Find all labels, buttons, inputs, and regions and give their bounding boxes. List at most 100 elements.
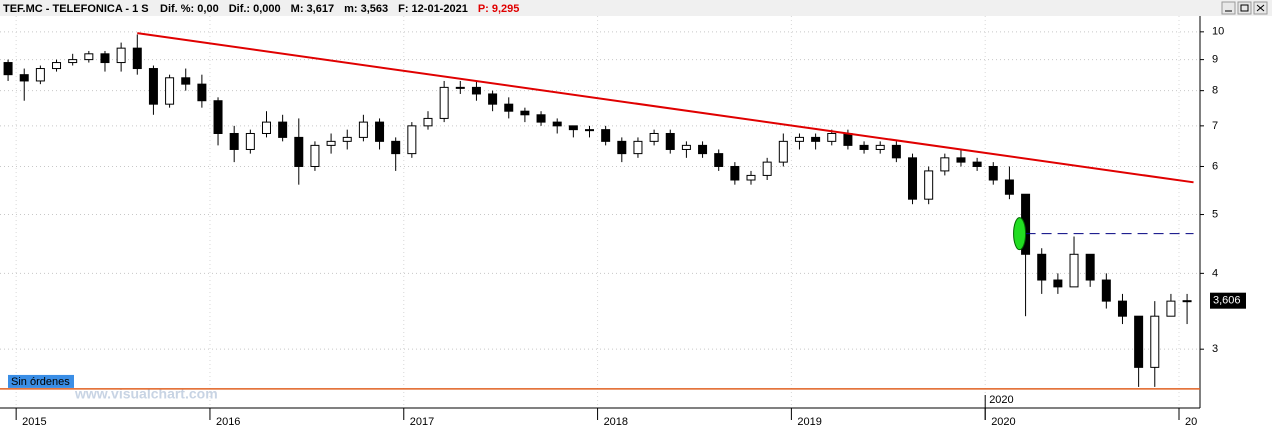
candle-body: [794, 136, 804, 142]
window-buttons[interactable]: [1221, 1, 1268, 15]
candle-body: [197, 83, 207, 102]
candle-body: [165, 77, 175, 105]
candle-body: [407, 125, 417, 155]
header-field: Dif.: 0,000: [229, 3, 281, 15]
candle-body: [940, 157, 950, 172]
candle-body: [213, 100, 223, 134]
candle-body: [520, 110, 530, 116]
candle-body: [601, 129, 611, 142]
candle-body: [358, 121, 368, 138]
x-tick-label: 20: [1185, 416, 1197, 428]
candle-body: [956, 157, 966, 163]
x-tick-label: 2017: [410, 416, 434, 428]
candle-body: [278, 121, 288, 138]
header-highlight: P: 9,295: [478, 3, 520, 15]
order-label-box: [8, 374, 74, 388]
candle-body: [908, 157, 918, 200]
candle-body: [811, 136, 821, 142]
candle-body: [924, 170, 934, 200]
candle-body: [1004, 179, 1014, 195]
candle-body: [843, 132, 853, 146]
y-tick-label: 7: [1212, 120, 1218, 132]
candle-body: [1053, 279, 1063, 288]
candle-body: [375, 121, 385, 142]
candle-body: [633, 140, 643, 155]
header-field: M: 3,617: [291, 3, 334, 15]
candle-body: [617, 140, 627, 155]
candle-body: [132, 47, 142, 70]
candle-body: [681, 144, 691, 150]
candle-body: [730, 165, 740, 181]
x-tick-label: 2016: [216, 416, 240, 428]
candle-body: [875, 144, 885, 150]
candle-body: [649, 132, 659, 142]
candle-body: [1150, 315, 1160, 368]
candle-body: [859, 144, 869, 150]
candle-body: [3, 62, 13, 76]
x-tick-label: 2018: [604, 416, 628, 428]
candle-body: [585, 129, 595, 132]
candle-body: [1069, 253, 1079, 288]
candle-body: [1134, 315, 1144, 368]
candle-body: [665, 132, 675, 150]
candle-body: [1037, 253, 1047, 281]
watermark: www.visualchart.com: [74, 386, 218, 402]
chart-title: TEF.MC - TELEFONICA - 1 S: [3, 3, 149, 15]
x-marker-label: 2020: [989, 394, 1013, 406]
candle-body: [19, 74, 29, 82]
candle-body: [310, 144, 320, 167]
candle-body: [536, 114, 546, 123]
candle-body: [342, 136, 352, 142]
candle-body: [714, 153, 724, 167]
candle-body: [261, 121, 271, 134]
candle-body: [84, 53, 94, 61]
candle-body: [439, 86, 449, 119]
candle-body: [1085, 253, 1095, 281]
header-field: F: 12-01-2021: [398, 3, 468, 15]
y-tick-label: 9: [1212, 54, 1218, 66]
title-bar: [0, 0, 1272, 16]
candle-body: [294, 136, 304, 167]
candle-body: [972, 161, 982, 167]
y-tick-label: 6: [1212, 160, 1218, 172]
candle-body: [35, 68, 45, 82]
y-tick-label: 3: [1212, 343, 1218, 355]
y-tick-label: 5: [1212, 208, 1218, 220]
candle-body: [391, 140, 401, 155]
candle-body: [1166, 300, 1176, 317]
candle-body: [488, 93, 498, 105]
candle-body: [181, 77, 191, 85]
y-tick-label: 4: [1212, 267, 1218, 279]
last-price-box: [1210, 292, 1246, 309]
header-field: Dif. %: 0,00: [160, 3, 219, 15]
candle-body: [1117, 300, 1127, 317]
candle-body: [552, 121, 562, 127]
candle-body: [245, 132, 255, 150]
x-tick-label: 2015: [22, 416, 46, 428]
candle-body: [326, 140, 336, 146]
candle-body: [504, 103, 514, 112]
candle-body: [148, 68, 158, 105]
candle-body: [116, 47, 126, 64]
trendline: [137, 32, 1194, 184]
candle-body: [1101, 279, 1111, 302]
candle-body: [68, 59, 78, 64]
candle-body: [698, 144, 708, 155]
candle-body: [455, 86, 465, 89]
header-field: m: 3,563: [344, 3, 388, 15]
y-tick-label: 8: [1212, 85, 1218, 97]
signal-marker: [1013, 217, 1027, 251]
candle-body: [471, 86, 481, 95]
order-label: Sin órdenes: [11, 376, 70, 388]
x-tick-label: 2020: [991, 416, 1015, 428]
candle-body: [1182, 300, 1192, 303]
candle-body: [229, 132, 239, 150]
last-price-label: 3,606: [1213, 295, 1241, 307]
x-tick-label: 2019: [797, 416, 821, 428]
candle-body: [423, 117, 433, 127]
candle-body: [778, 140, 788, 163]
candle-body: [988, 165, 998, 181]
candle-body: [762, 161, 772, 176]
